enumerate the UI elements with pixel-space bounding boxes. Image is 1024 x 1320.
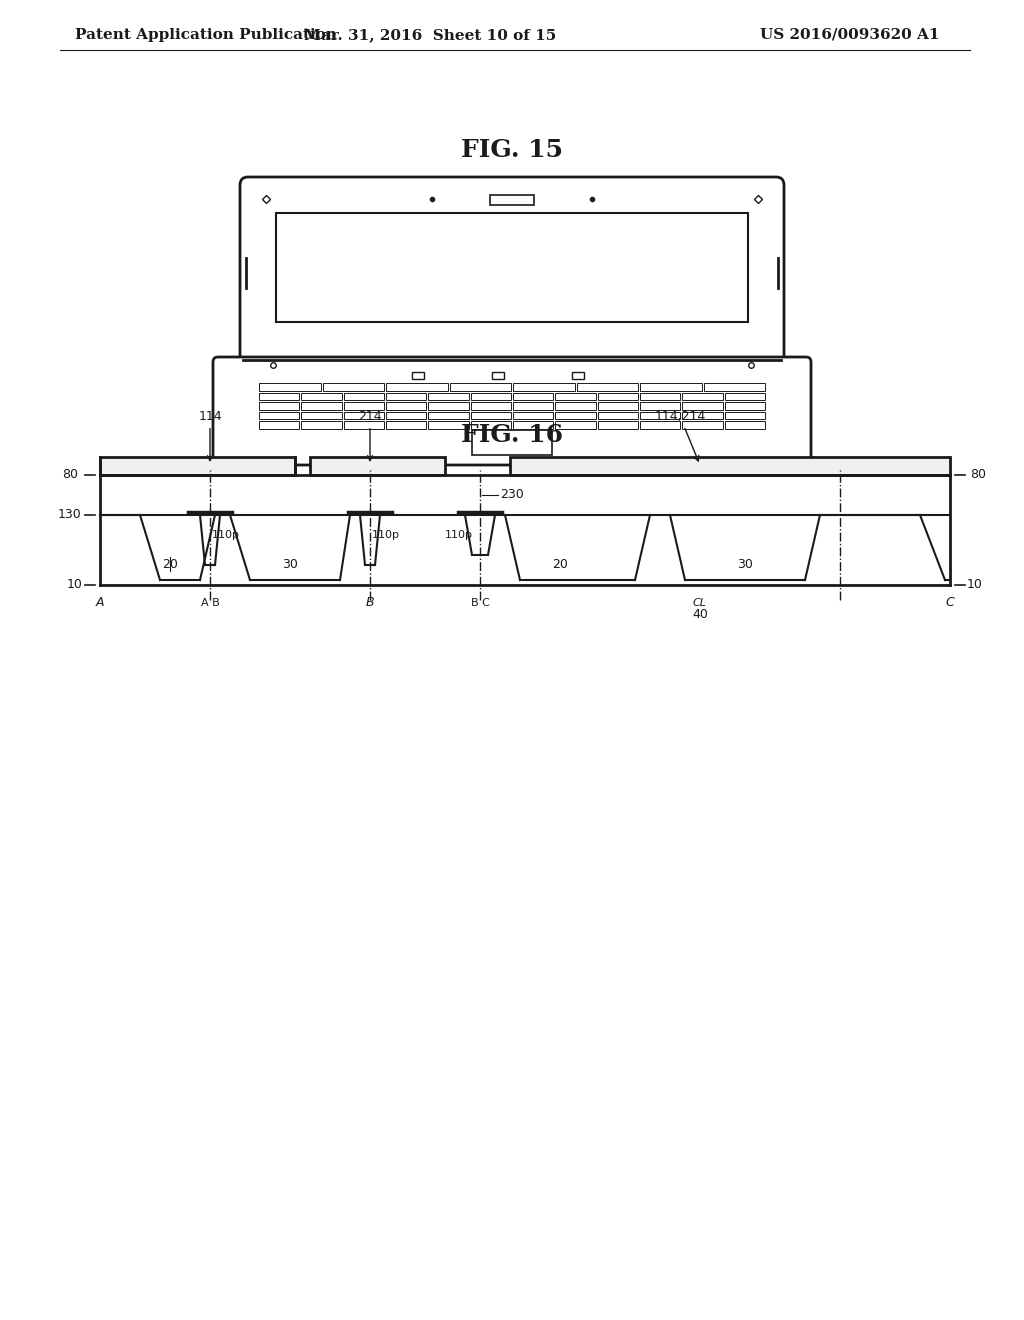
Bar <box>492 372 504 379</box>
Bar <box>386 421 426 429</box>
Bar <box>471 412 511 420</box>
FancyBboxPatch shape <box>213 356 811 465</box>
Bar <box>428 403 469 409</box>
Text: CL: CL <box>693 598 707 609</box>
Bar <box>412 372 424 379</box>
Bar <box>598 421 638 429</box>
Bar <box>471 392 511 400</box>
Text: 130: 130 <box>58 508 82 521</box>
Text: 114,214: 114,214 <box>654 411 706 461</box>
Bar <box>100 457 295 475</box>
Bar <box>323 383 384 391</box>
Bar <box>513 383 574 391</box>
Text: 80: 80 <box>62 469 78 482</box>
Bar <box>428 421 469 429</box>
Bar <box>386 412 426 420</box>
Bar <box>703 383 765 391</box>
Bar <box>640 392 680 400</box>
Bar <box>428 412 469 420</box>
Text: 20: 20 <box>552 558 568 572</box>
Text: 110p: 110p <box>212 531 240 540</box>
Bar <box>725 392 765 400</box>
Text: A B: A B <box>201 598 219 609</box>
Text: Mar. 31, 2016  Sheet 10 of 15: Mar. 31, 2016 Sheet 10 of 15 <box>304 28 556 42</box>
Text: 214: 214 <box>358 411 382 461</box>
Bar <box>640 421 680 429</box>
Bar <box>259 421 299 429</box>
Bar <box>682 412 723 420</box>
Bar <box>682 403 723 409</box>
Bar <box>598 412 638 420</box>
Bar <box>259 392 299 400</box>
Bar <box>386 383 447 391</box>
Bar <box>572 372 584 379</box>
Text: FIG. 15: FIG. 15 <box>461 139 563 162</box>
Bar <box>428 392 469 400</box>
Bar <box>276 213 748 322</box>
Text: 230: 230 <box>500 488 523 502</box>
Bar <box>301 412 342 420</box>
Bar <box>310 457 445 475</box>
Text: 114: 114 <box>199 411 222 461</box>
Bar <box>510 457 950 475</box>
Bar <box>344 403 384 409</box>
Bar <box>344 412 384 420</box>
Bar <box>725 421 765 429</box>
Bar <box>386 403 426 409</box>
Bar <box>780 459 792 469</box>
Bar <box>471 403 511 409</box>
Bar <box>725 403 765 409</box>
Text: 10: 10 <box>967 578 983 591</box>
Bar <box>640 403 680 409</box>
Bar <box>344 392 384 400</box>
Text: 110p: 110p <box>372 531 400 540</box>
Bar <box>513 403 553 409</box>
Text: FIG. 16: FIG. 16 <box>461 422 563 447</box>
Bar <box>555 392 596 400</box>
Bar <box>577 383 638 391</box>
Text: 10: 10 <box>67 578 83 591</box>
Text: 30: 30 <box>737 558 753 572</box>
Text: Patent Application Publication: Patent Application Publication <box>75 28 337 42</box>
FancyBboxPatch shape <box>240 177 784 368</box>
Bar <box>344 421 384 429</box>
Text: A: A <box>96 597 104 610</box>
Bar <box>640 412 680 420</box>
Bar <box>232 459 244 469</box>
Bar <box>640 383 701 391</box>
Text: 110p: 110p <box>445 531 473 540</box>
Bar <box>450 383 511 391</box>
Bar <box>301 392 342 400</box>
Text: C: C <box>945 597 954 610</box>
Bar <box>259 403 299 409</box>
Bar <box>598 392 638 400</box>
Bar <box>490 195 534 205</box>
Text: 40: 40 <box>692 609 708 622</box>
Bar <box>513 421 553 429</box>
Bar <box>725 412 765 420</box>
Bar <box>555 421 596 429</box>
Text: 20: 20 <box>162 558 178 572</box>
Bar <box>386 392 426 400</box>
Bar <box>272 459 284 469</box>
Bar <box>513 392 553 400</box>
Bar <box>740 459 752 469</box>
Bar <box>555 412 596 420</box>
Bar <box>259 383 321 391</box>
Bar <box>598 403 638 409</box>
Bar <box>682 421 723 429</box>
Bar <box>682 392 723 400</box>
Bar <box>301 403 342 409</box>
Text: 80: 80 <box>970 469 986 482</box>
Bar <box>513 412 553 420</box>
Text: 30: 30 <box>282 558 298 572</box>
Text: B C: B C <box>471 598 489 609</box>
Text: B: B <box>366 597 375 610</box>
Bar <box>472 430 552 455</box>
Bar <box>301 421 342 429</box>
Bar <box>259 412 299 420</box>
Bar <box>471 421 511 429</box>
Bar <box>555 403 596 409</box>
Text: US 2016/0093620 A1: US 2016/0093620 A1 <box>760 28 939 42</box>
